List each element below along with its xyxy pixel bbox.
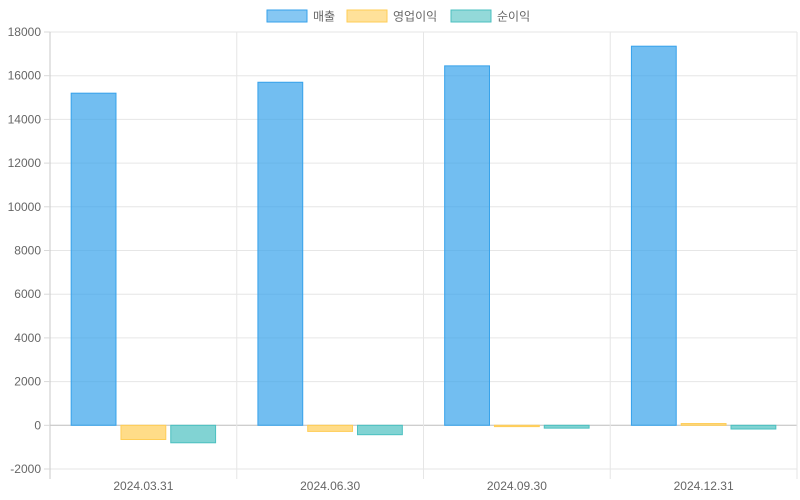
bar-순이익 <box>543 424 590 429</box>
legend-swatch <box>450 9 492 23</box>
legend-item: 영업이익 <box>346 9 437 24</box>
legend-swatch <box>346 9 388 23</box>
x-tick-label: 2024.09.30 <box>487 479 547 493</box>
bar-매출 <box>630 45 677 426</box>
y-tick-label: 12000 <box>8 156 42 170</box>
bar-매출 <box>70 92 117 426</box>
bar-영업이익 <box>307 424 354 432</box>
bar-영업이익 <box>120 424 167 441</box>
y-tick-label: 4000 <box>14 331 41 345</box>
bars <box>70 45 777 444</box>
y-tick-label: 0 <box>34 418 41 432</box>
bar-순이익 <box>730 424 777 430</box>
y-tick-label: 18000 <box>8 25 42 39</box>
grid-lines <box>49 31 798 479</box>
legend-label: 매출 <box>313 10 335 24</box>
legend-label: 영업이익 <box>393 10 437 24</box>
legend-label: 순이익 <box>497 10 530 24</box>
legend: 매출 영업이익 순이익 <box>266 9 530 24</box>
y-tick-label: 2000 <box>14 375 41 389</box>
bar-매출 <box>444 65 490 426</box>
y-tick-label: 16000 <box>8 69 42 83</box>
legend-item: 매출 <box>266 9 335 24</box>
bar-영업이익 <box>680 423 727 426</box>
legend-swatch <box>266 9 308 23</box>
y-tick-label: 8000 <box>14 244 41 258</box>
legend-item: 순이익 <box>450 9 530 24</box>
bar-영업이익 <box>493 424 540 428</box>
y-tick-label: 10000 <box>8 200 42 214</box>
axes: -2000 0 2000 4000 6000 8000 10000 12000 14000 160… <box>8 25 734 493</box>
bar-순이익 <box>170 424 217 444</box>
x-tick-label: 2024.12.31 <box>674 479 734 493</box>
bar-매출 <box>257 81 304 426</box>
y-tick-label: 14000 <box>8 112 42 126</box>
y-tick-label: -2000 <box>10 462 41 476</box>
y-tick-label: 6000 <box>14 287 41 301</box>
bar-순이익 <box>357 424 403 436</box>
x-tick-label: 2024.06.30 <box>300 479 360 493</box>
x-tick-label: 2024.03.31 <box>113 479 173 493</box>
